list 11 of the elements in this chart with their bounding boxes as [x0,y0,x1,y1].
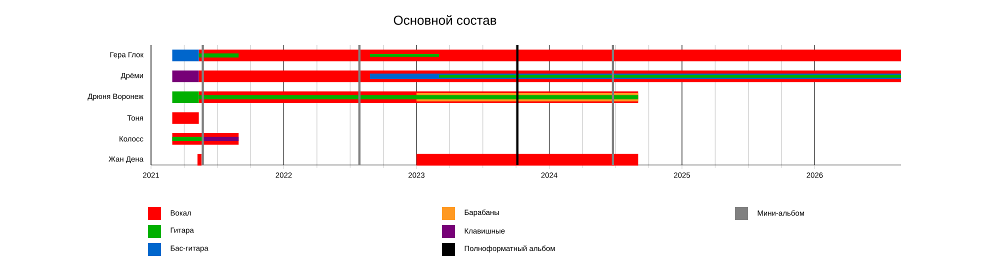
bar [172,50,199,62]
bar [197,154,202,166]
bar [172,70,199,82]
bar [202,136,239,141]
bar [172,136,203,141]
bar [439,74,901,78]
bar [198,50,901,62]
chart-title: Основной состав [394,15,496,25]
bar [416,154,638,166]
bar [172,112,199,124]
bar [370,54,440,57]
